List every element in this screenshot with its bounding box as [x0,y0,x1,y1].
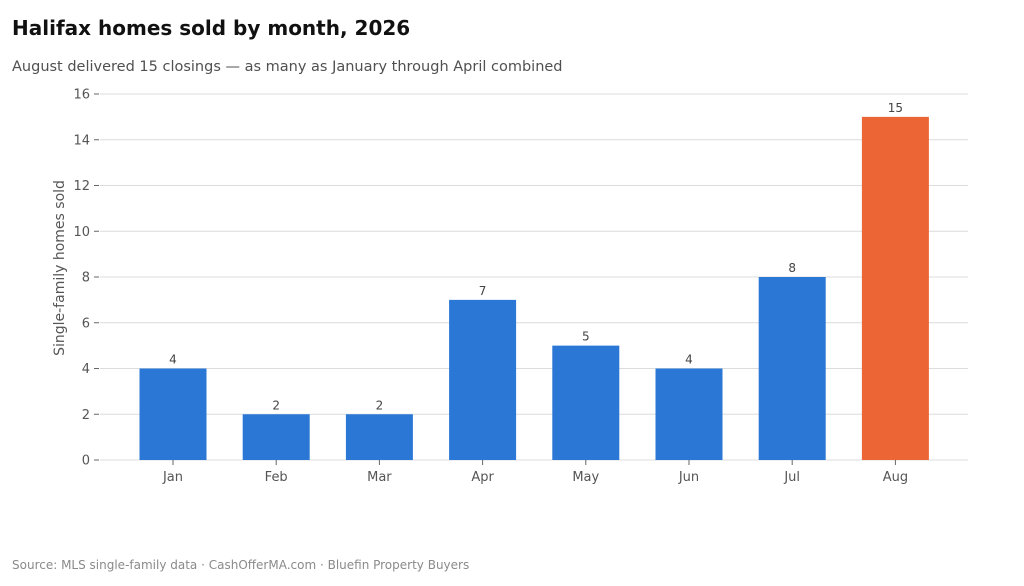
bar-aug [861,116,929,460]
x-tick-label: Jan [162,470,183,485]
x-tick-label: Mar [367,470,392,485]
y-axis-title: Single-family homes sold [52,180,68,356]
bar-value-label: 2 [272,398,280,412]
chart-title: Halifax homes sold by month, 2026 [12,16,411,40]
x-tick-label: Apr [471,470,494,485]
bar-value-label: 2 [376,398,384,412]
bar-jul [758,277,826,460]
x-tick-label: Jun [678,470,699,485]
x-tick-label: Feb [265,470,288,485]
bar-value-labels: 4 2 2 7 5 4 8 15 [169,101,903,412]
bar-value-label: 7 [479,284,487,298]
y-tick-label: 14 [73,133,90,148]
y-tick-label: 12 [73,179,90,194]
bar-jun [655,368,723,460]
bar-feb [242,414,310,460]
grid-lines [100,93,968,461]
y-tick-label: 16 [73,88,90,103]
x-tick-label: May [572,470,599,485]
bar-value-label: 15 [888,101,903,115]
bar-apr [449,299,517,460]
y-tick-label: 8 [82,271,90,286]
y-tick-label: 4 [82,362,90,377]
bar-value-label: 8 [788,261,796,275]
x-axis-ticks: Jan Feb Mar Apr May Jun Jul Aug [162,460,908,485]
y-tick-label: 2 [82,408,90,423]
bar-mar [345,414,413,460]
y-tick-label: 0 [82,454,90,469]
bar-jan [139,368,207,460]
y-axis-ticks: 0 2 4 6 8 10 12 14 16 [73,88,99,469]
x-tick-label: Jul [783,470,800,485]
y-tick-label: 10 [73,225,90,240]
x-tick-label: Aug [883,470,908,485]
bar-value-label: 5 [582,330,590,344]
chart-subtitle: August delivered 15 closings — as many a… [12,59,563,75]
y-tick-label: 6 [82,316,90,331]
bar-value-label: 4 [685,353,693,367]
bars [139,116,929,460]
source-note: Source: MLS single-family data · CashOff… [12,558,470,572]
bar-may [552,345,620,460]
bar-value-label: 4 [169,353,177,367]
